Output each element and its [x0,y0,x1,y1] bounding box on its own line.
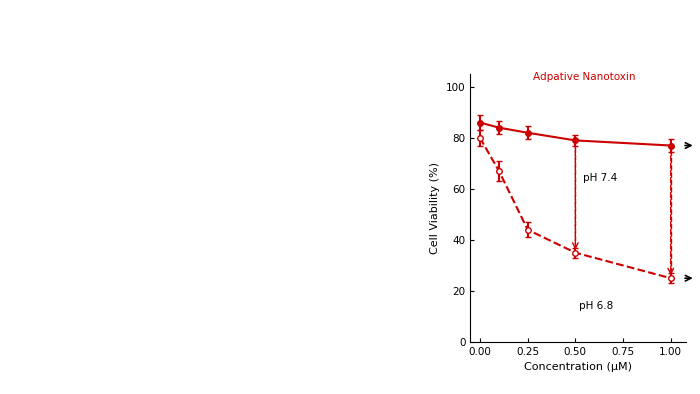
Text: pH 7.4: pH 7.4 [583,173,617,183]
Y-axis label: Cell Viability (%): Cell Viability (%) [430,162,440,254]
Text: pH 6.8: pH 6.8 [579,301,613,311]
X-axis label: Concentration (μM): Concentration (μM) [524,362,632,372]
Text: Adpative Nanotoxin: Adpative Nanotoxin [533,72,636,82]
